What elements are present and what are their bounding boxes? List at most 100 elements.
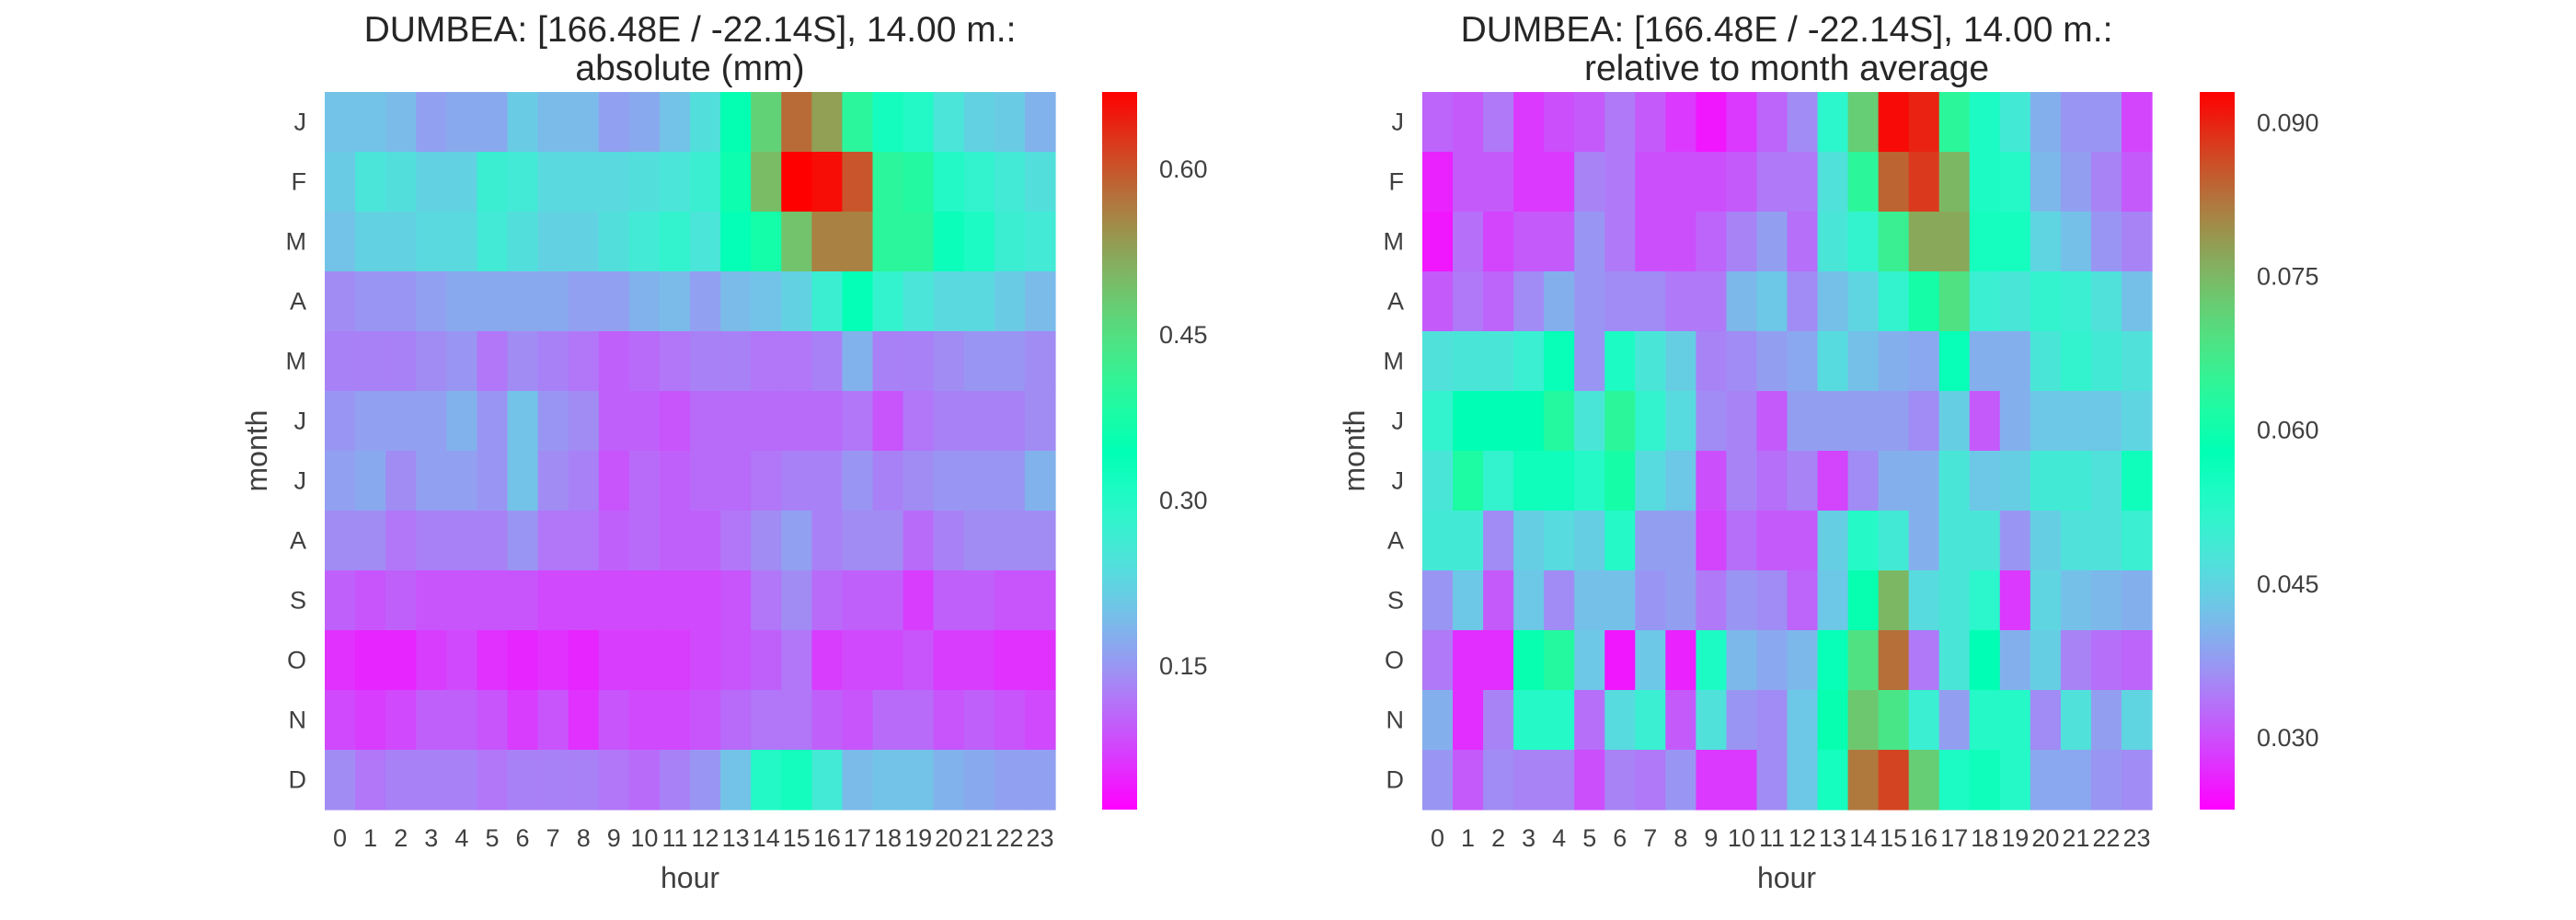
- heatmap-cell: [690, 511, 721, 571]
- heatmap-cell: [1787, 750, 1819, 811]
- heatmap-cell: [1422, 271, 1454, 332]
- heatmap-cell: [1969, 331, 2001, 392]
- heatmap-cell: [690, 690, 721, 751]
- heatmap-cell: [872, 750, 904, 811]
- heatmap-cell: [385, 391, 417, 452]
- heatmap-cell: [1665, 570, 1696, 631]
- heatmap-cell: [994, 152, 1026, 213]
- heatmap-cell: [385, 750, 417, 811]
- heatmap-cell: [720, 212, 752, 272]
- heatmap-cell: [781, 391, 812, 452]
- heatmap-cell: [1513, 451, 1545, 512]
- heatmap-cell: [507, 511, 539, 571]
- heatmap-cell: [1513, 511, 1545, 571]
- heatmap-cell: [1969, 391, 2001, 452]
- heatmap-cell: [416, 451, 447, 512]
- heatmap-cell: [507, 451, 539, 512]
- heatmap-cell: [2090, 271, 2122, 332]
- heatmap-cell: [1908, 750, 1940, 811]
- chart-title: DUMBEA: [166.48E / -22.14S], 14.00 m.:: [364, 10, 1017, 50]
- y-tick-label: M: [1384, 348, 1405, 375]
- heatmap-cell: [1817, 570, 1849, 631]
- heatmap-cell: [568, 212, 600, 272]
- heatmap-cell: [537, 331, 569, 392]
- heatmap-cell: [568, 271, 600, 332]
- heatmap-cell: [325, 630, 356, 691]
- heatmap-cell: [751, 750, 782, 811]
- x-tick-label: 7: [1643, 824, 1657, 852]
- heatmap-cell: [1544, 750, 1575, 811]
- heatmap-cell: [1665, 391, 1696, 452]
- heatmap-cell: [477, 271, 509, 332]
- heatmap-cell: [1999, 92, 2031, 153]
- heatmap-cell: [1878, 451, 1910, 512]
- heatmap-cell: [2090, 570, 2122, 631]
- y-tick-label: M: [286, 348, 307, 375]
- heatmap-cell: [355, 271, 386, 332]
- heatmap-cell: [2030, 152, 2062, 213]
- heatmap-cell: [659, 570, 691, 631]
- x-tick-label: 2: [394, 824, 408, 852]
- heatmap-cell: [1422, 630, 1454, 691]
- heatmap-cell: [1938, 92, 1971, 153]
- heatmap-cell: [1696, 750, 1728, 811]
- heatmap-cell: [537, 212, 569, 272]
- heatmap-cell: [1574, 750, 1605, 811]
- heatmap-cell: [598, 92, 630, 153]
- heatmap-cell: [416, 271, 447, 332]
- heatmap-cell: [2030, 630, 2062, 691]
- y-tick-label: A: [290, 288, 306, 316]
- heatmap-cell: [933, 570, 965, 631]
- heatmap-cell: [1665, 451, 1696, 512]
- colorbar-tick-labels: 0.15 0.30 0.45 0.60: [1159, 155, 1208, 680]
- x-tick-label: 1: [363, 824, 377, 852]
- heatmap-cell: [933, 690, 965, 751]
- heatmap-cell: [1999, 212, 2031, 272]
- heatmap-cell: [1544, 451, 1575, 512]
- heatmap-cell: [2121, 451, 2153, 512]
- heatmap-cell: [1726, 750, 1758, 811]
- heatmap-cell: [842, 152, 874, 213]
- heatmap-cell: [2090, 750, 2122, 811]
- heatmap-cell: [690, 570, 721, 631]
- heatmap-cell: [690, 451, 721, 512]
- heatmap-cell: [2060, 570, 2092, 631]
- y-tick-label: F: [292, 168, 307, 196]
- heatmap-cell: [2030, 391, 2062, 452]
- x-tick-label: 23: [2122, 824, 2150, 852]
- heatmap-cell: [1453, 690, 1484, 751]
- heatmap-cell: [1024, 271, 1056, 332]
- x-tick-label: 17: [844, 824, 871, 852]
- heatmap-cell: [628, 451, 661, 512]
- colorbar-tick-label: 0.060: [2257, 417, 2319, 444]
- heatmap-cell: [2121, 511, 2153, 571]
- heatmap-cell: [903, 271, 935, 332]
- heatmap-cell: [751, 152, 782, 213]
- heatmap-cell: [933, 451, 965, 512]
- x-tick-label: 4: [1552, 824, 1566, 852]
- heatmap-cell: [1422, 451, 1454, 512]
- heatmap-cell: [690, 271, 721, 332]
- heatmap-cell: [842, 511, 874, 571]
- y-tick-label: J: [1392, 467, 1405, 495]
- heatmap-cell: [842, 331, 874, 392]
- heatmap-cell: [1817, 271, 1849, 332]
- heatmap-cell: [1453, 451, 1484, 512]
- heatmap-cell: [963, 271, 995, 332]
- x-tick-label: 21: [965, 824, 993, 852]
- heatmap-cell: [1999, 511, 2031, 571]
- heatmap-cell: [903, 630, 935, 691]
- heatmap-cell: [1878, 271, 1910, 332]
- y-tick-label: J: [294, 467, 307, 495]
- heatmap-cell: [1574, 570, 1605, 631]
- heatmap-cell: [385, 451, 417, 512]
- heatmap-cell: [1756, 92, 1788, 153]
- heatmap-cell: [659, 212, 691, 272]
- heatmap-cell: [1847, 511, 1880, 571]
- heatmap-cell: [872, 570, 904, 631]
- heatmap-cell: [1483, 511, 1514, 571]
- heatmap-cell: [507, 570, 539, 631]
- heatmap-cell: [963, 331, 995, 392]
- x-tick-label: 10: [630, 824, 658, 852]
- heatmap-cell: [355, 511, 386, 571]
